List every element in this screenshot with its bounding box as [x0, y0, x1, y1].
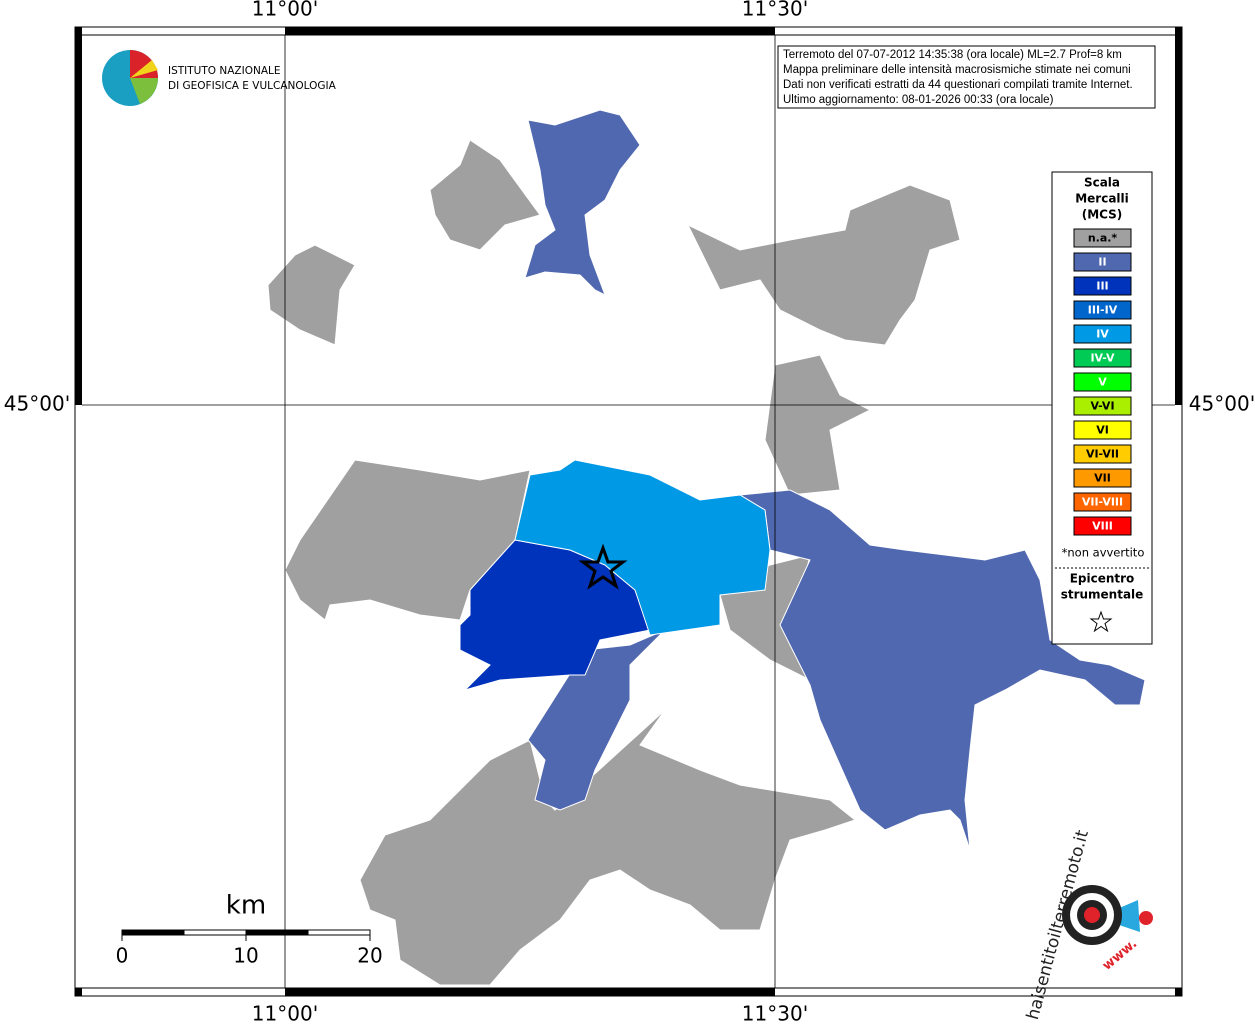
frame-corner	[1175, 988, 1182, 996]
scale-unit: km	[226, 891, 266, 921]
info-line: Terremoto del 07-07-2012 14:35:38 (ora l…	[783, 49, 1122, 61]
logo-target	[1084, 907, 1100, 923]
coord-label: 11°30'	[742, 0, 808, 21]
zone	[527, 629, 666, 811]
legend-swatch	[1073, 396, 1132, 416]
scale-label: 10	[233, 944, 258, 968]
legend-label: II	[1098, 256, 1106, 269]
zones	[267, 109, 1146, 986]
scale-label: 0	[116, 944, 129, 968]
legend-swatch	[1073, 252, 1132, 272]
legend-swatch	[1073, 228, 1132, 248]
legend-swatch	[1073, 444, 1132, 464]
coord-label: 45°00'	[4, 392, 70, 416]
legend-label: VIII	[1092, 520, 1113, 533]
legend-title: Mercalli	[1075, 192, 1129, 206]
frame-corner	[1175, 27, 1182, 35]
frame-band	[1175, 35, 1182, 405]
zone	[514, 459, 771, 636]
logo-globe	[130, 78, 158, 104]
legend-classes: n.a.*IIIIIIII-IVIVIV-VVV-VIVIVI-VIIVIIVI…	[1073, 228, 1132, 536]
zone	[267, 244, 356, 346]
legend-label: VII	[1094, 472, 1111, 485]
legend-epicenter: Epicentro	[1070, 572, 1135, 586]
logo-text: DI GEOFISICA E VULCANOLOGIA	[168, 80, 337, 92]
legend-label: V-VI	[1090, 400, 1114, 413]
ingv-logo: ISTITUTO NAZIONALE DI GEOFISICA E VULCAN…	[102, 50, 337, 106]
info-line: Dati non verificati estratti da 44 quest…	[783, 79, 1133, 91]
legend-label: III-IV	[1088, 304, 1118, 317]
legend-swatch	[1073, 372, 1132, 392]
scale-segment	[183, 929, 247, 936]
legend-swatch	[1073, 420, 1132, 440]
scale-segment	[121, 929, 185, 936]
legend-swatch	[1073, 348, 1132, 368]
frame-corner	[75, 27, 82, 35]
legend-star	[1089, 610, 1113, 633]
legend-label: VI-VII	[1086, 448, 1119, 461]
legend-label: VII-VIII	[1082, 496, 1123, 509]
coord-label: 45°00'	[1189, 392, 1255, 416]
legend-epicenter: strumentale	[1061, 588, 1144, 602]
legend-swatch	[1073, 468, 1132, 488]
zone	[686, 184, 961, 346]
legend-title: Scala	[1084, 176, 1120, 190]
legend-label: V	[1098, 376, 1107, 389]
scale-segment	[245, 929, 309, 936]
legend-swatch	[1073, 324, 1132, 344]
coord-label: 11°00'	[252, 0, 318, 21]
legend-label: n.a.*	[1088, 232, 1118, 245]
info-line: Mappa preliminare delle intensità macros…	[783, 64, 1131, 76]
logo-text: ISTITUTO NAZIONALE	[168, 65, 281, 77]
epicenter-star	[578, 543, 628, 590]
legend-swatch	[1073, 300, 1132, 320]
frame-band	[285, 27, 775, 35]
frame-band	[285, 988, 775, 996]
legend-swatch	[1073, 492, 1132, 512]
frame-corner	[75, 988, 82, 996]
legend-label: VI	[1096, 424, 1109, 437]
info-line: Ultimo aggiornamento: 08-01-2026 00:33 (…	[783, 94, 1054, 106]
logo-globe	[130, 60, 158, 78]
zone	[738, 489, 1146, 851]
legend-label: IV-V	[1090, 352, 1115, 365]
scale-label: 20	[357, 944, 382, 968]
legend-label: III	[1096, 280, 1108, 293]
scale-segment	[307, 929, 371, 936]
coord-label: 11°00'	[252, 1002, 318, 1024]
info-box	[777, 45, 1156, 109]
legend-swatch	[1073, 516, 1132, 536]
legend-label: IV	[1096, 328, 1109, 341]
scale-bar: km 0 10 20	[116, 891, 383, 968]
frame-band	[75, 35, 82, 405]
coord-label: 11°30'	[742, 1002, 808, 1024]
zone	[764, 354, 872, 496]
legend-note: *non avvertito	[1062, 546, 1145, 560]
zone	[429, 139, 541, 251]
zone	[524, 109, 641, 297]
legend-swatch	[1073, 276, 1132, 296]
logo-badge	[1139, 911, 1153, 925]
legend-title: (MCS)	[1082, 208, 1123, 222]
